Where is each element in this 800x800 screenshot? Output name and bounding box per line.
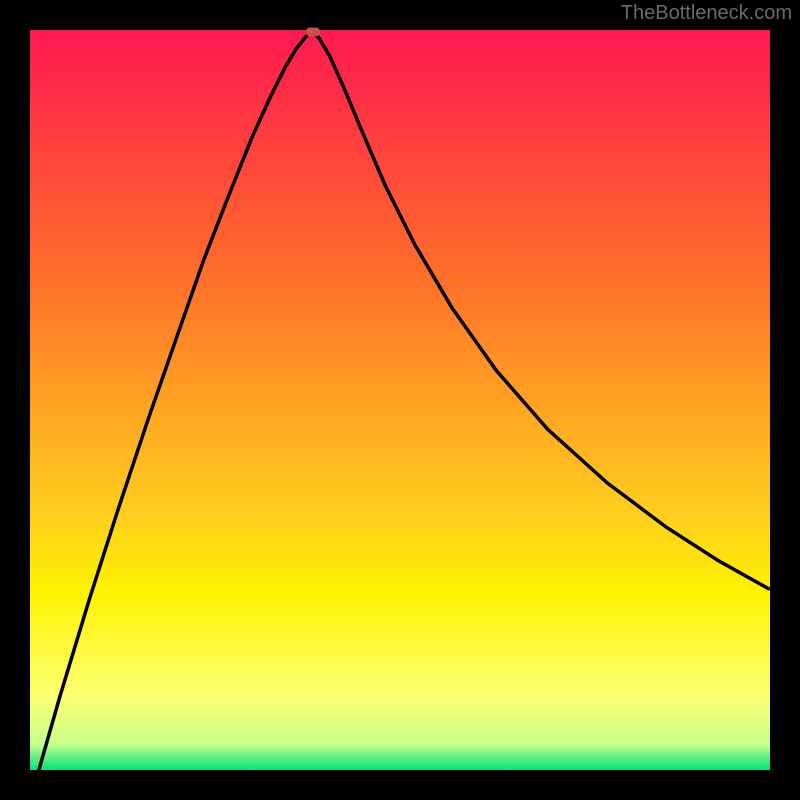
curve-path xyxy=(39,32,769,770)
minimum-marker xyxy=(306,28,320,37)
watermark-text: TheBottleneck.com xyxy=(621,2,792,25)
chart-curve xyxy=(30,30,770,770)
chart-plot-area xyxy=(30,30,770,770)
